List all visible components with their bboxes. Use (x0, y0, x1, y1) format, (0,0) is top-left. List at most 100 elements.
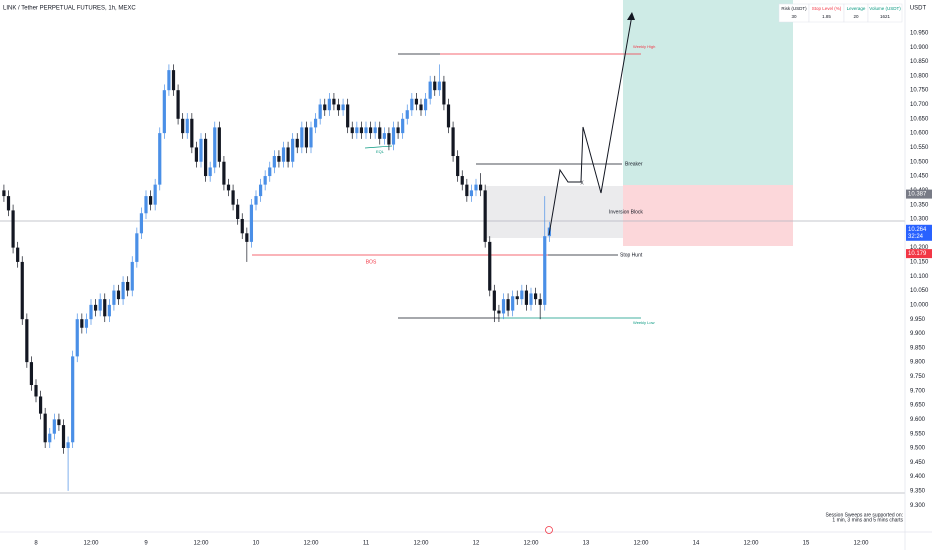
x-tick-label: 12:00 (523, 541, 539, 547)
candle-body (112, 290, 116, 305)
candle-body (153, 184, 157, 205)
candle-body (48, 433, 52, 443)
candle-body (43, 413, 47, 443)
x-tick-label: 9 (144, 541, 148, 547)
table-header: Stop Level (%) (812, 6, 842, 11)
y-tick-label: 9.500 (910, 446, 926, 452)
y-tick-label: 10.700 (910, 102, 929, 108)
candle-body (167, 70, 171, 91)
candle-body (323, 104, 327, 111)
icon[interactable] (545, 526, 553, 534)
countdown: 32:24 (908, 234, 924, 240)
x-tick-label: 13 (583, 541, 590, 547)
candle-body (437, 81, 441, 91)
candle-body (511, 296, 515, 311)
y-tick-label: 9.650 (910, 403, 926, 409)
candle-body (194, 147, 199, 162)
candle-body (478, 184, 483, 191)
candle-body (203, 138, 208, 177)
candle-body (6, 196, 11, 211)
candle-body (130, 261, 134, 291)
x-tick-label: 10 (253, 541, 260, 547)
candle-body (263, 176, 267, 185)
candle-body (208, 167, 212, 177)
y-tick-label: 10.350 (910, 202, 929, 208)
candle-body (309, 127, 313, 148)
y-tick-label: 10.100 (910, 274, 929, 280)
y-tick-label: 10.750 (910, 88, 929, 94)
candle-body (185, 118, 189, 134)
y-tick-label: 9.400 (910, 474, 926, 480)
candle-body (89, 304, 93, 320)
candle-body (520, 290, 524, 300)
candle-body (396, 127, 400, 134)
x-tick-label: 12:00 (853, 541, 869, 547)
x-tick-label: 12:00 (633, 541, 649, 547)
annotation: Stop Hunt (620, 252, 643, 258)
candle-body (25, 319, 29, 363)
candle-body (414, 98, 419, 105)
candle-body (171, 70, 176, 91)
y-tick-label: 9.950 (910, 317, 926, 323)
candle-body (162, 90, 166, 134)
candle-body (231, 190, 235, 205)
y-tick-label: 10.650 (910, 116, 929, 122)
candle-body (538, 299, 542, 305)
x-tick-label: 12:00 (303, 541, 319, 547)
candle-body (401, 118, 405, 134)
candle-body (139, 213, 144, 234)
candle-body (387, 133, 391, 145)
candle-body (34, 385, 38, 397)
candle-body (419, 104, 423, 111)
candle-body (501, 299, 506, 314)
stop-zone (623, 185, 793, 246)
candle-body (272, 156, 276, 168)
candle-body (84, 319, 89, 328)
y-tick-label: 9.350 (910, 489, 926, 495)
candle-body (300, 127, 304, 148)
candle-body (217, 127, 221, 162)
y-tick-label: 10.000 (910, 302, 929, 308)
candle-body (16, 247, 20, 262)
candle-body (98, 299, 102, 311)
candle-body (382, 133, 386, 139)
projection-path (548, 14, 633, 236)
candle-body (405, 110, 409, 119)
candle-body (190, 118, 194, 148)
candles (2, 64, 551, 491)
table-cell (867, 3, 903, 23)
table-header: Risk (USDT) (781, 6, 807, 11)
y-tick-label: 9.900 (910, 331, 926, 337)
candle-body (506, 299, 510, 311)
annotation: Inversion Block (609, 209, 643, 215)
y-tick-label: 10.600 (910, 131, 929, 137)
candle-body (29, 362, 34, 386)
candle-body (268, 167, 272, 177)
candle-body (222, 161, 226, 185)
eql-line (364, 145, 393, 149)
inversion-block (485, 186, 623, 238)
candle-body (258, 184, 263, 197)
target-zone (623, 0, 793, 185)
y-tick-label: 10.500 (910, 159, 929, 165)
candle-body (277, 156, 281, 162)
candle-body (474, 184, 478, 191)
candle-body (391, 127, 396, 145)
position-table: Risk (USDT) 30 Stop Level (%) 1.85 Leverage 2… (778, 3, 903, 23)
annotation: Breaker (625, 161, 643, 167)
candle-body (483, 190, 487, 242)
axis-label: USDT (910, 6, 927, 12)
candle-body (327, 98, 331, 111)
annotation: X (580, 180, 584, 186)
candle-body (121, 281, 125, 300)
y-tick-label: 9.700 (910, 388, 926, 394)
candle-body (368, 127, 373, 134)
table-value: 1.85 (822, 14, 831, 19)
candle-body (359, 127, 364, 134)
candle-body (61, 425, 66, 448)
candle-body (144, 196, 148, 214)
note: 1 min, 3 mins and 5 mins charts (832, 517, 903, 523)
candle-body (213, 127, 217, 168)
candle-body (158, 133, 162, 185)
